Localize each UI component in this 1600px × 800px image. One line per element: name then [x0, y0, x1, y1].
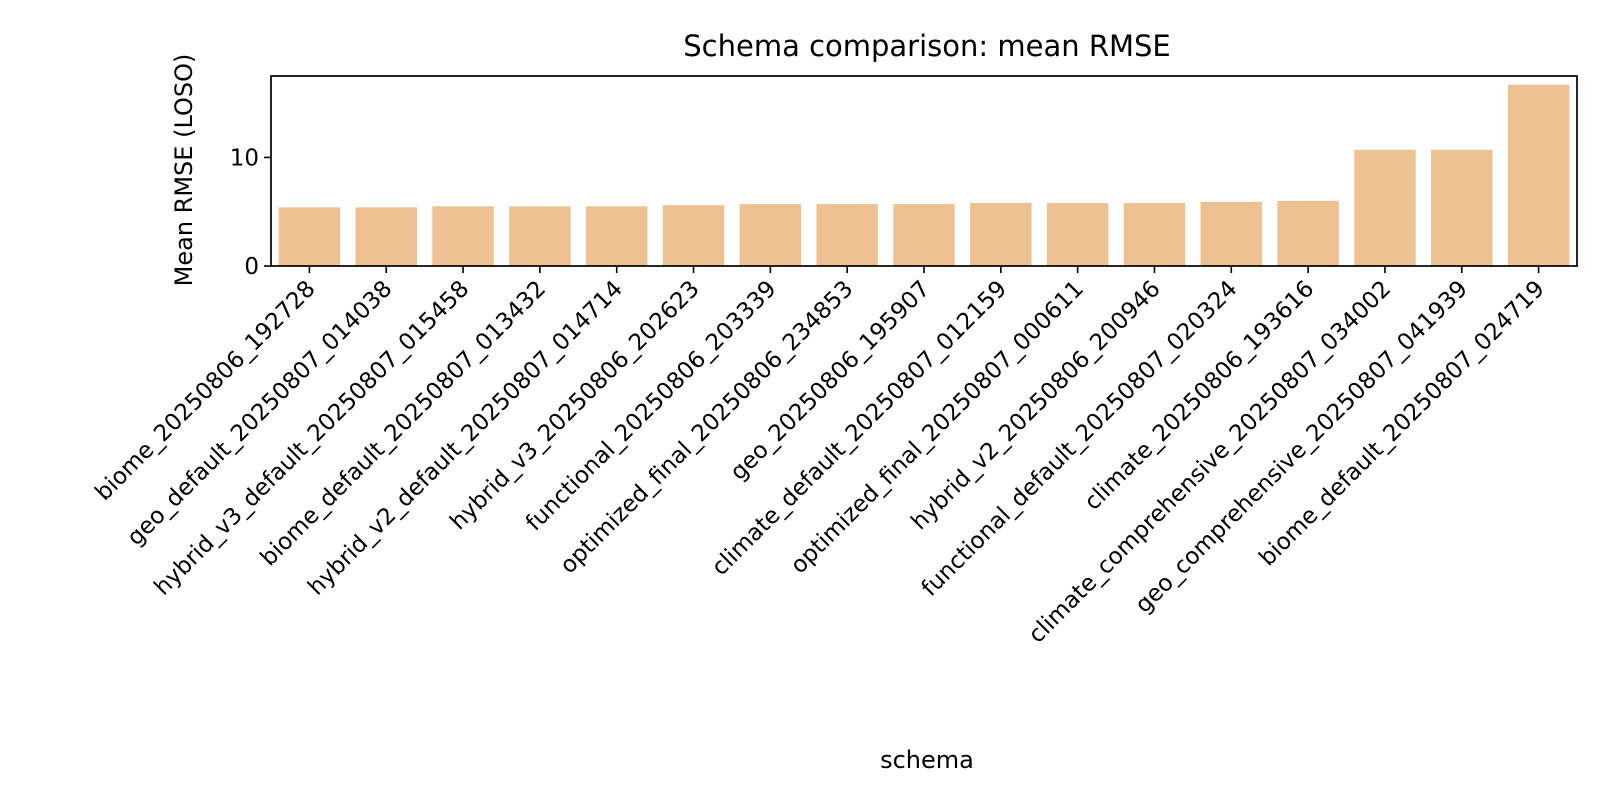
- bar-3: [509, 206, 571, 266]
- bar-7: [816, 204, 878, 266]
- bars-layer: [278, 84, 1570, 266]
- bar-13: [1277, 200, 1339, 266]
- x-tick-label-14: climate_comprehensive_20250807_034002: [1024, 276, 1396, 648]
- x-tick-label-2: hybrid_v3_default_20250807_015458: [150, 276, 475, 601]
- bar-8: [893, 204, 955, 266]
- bar-6: [739, 204, 802, 266]
- bar-0: [278, 207, 341, 266]
- y-tick-label-1: 10: [230, 145, 259, 171]
- bar-1: [355, 207, 417, 266]
- x-tick-label-3: biome_default_20250807_013432: [256, 276, 552, 572]
- x-tick-label-16: biome_default_20250807_024719: [1254, 276, 1550, 572]
- y-axis-label: Mean RMSE (LOSO): [170, 54, 198, 287]
- bar-11: [1123, 203, 1186, 266]
- bar-9: [970, 203, 1032, 266]
- bar-4: [585, 206, 648, 266]
- y-tick-label-0: 0: [244, 254, 259, 280]
- bar-14: [1354, 149, 1416, 266]
- bar-16: [1507, 84, 1570, 266]
- bar-2: [432, 206, 494, 266]
- chart-title: Schema comparison: mean RMSE: [683, 29, 1171, 63]
- bar-12: [1200, 201, 1263, 266]
- bar-15: [1431, 149, 1493, 266]
- x-axis-label: schema: [880, 746, 974, 774]
- bar-10: [1046, 203, 1109, 266]
- bar-5: [662, 205, 725, 266]
